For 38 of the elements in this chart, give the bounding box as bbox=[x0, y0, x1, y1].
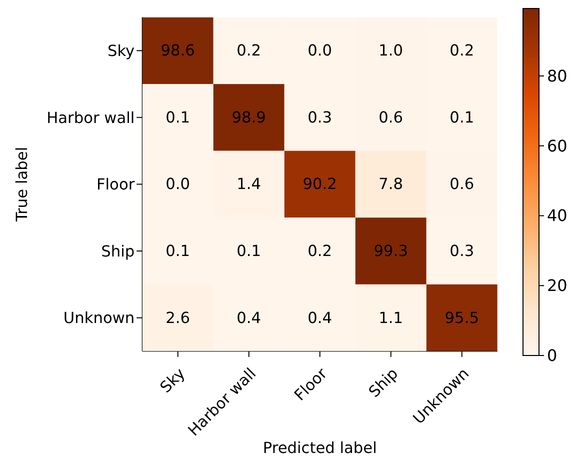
data-label: 1.4 bbox=[236, 175, 262, 194]
data-label: 98.6 bbox=[160, 42, 195, 60]
data-label: 0.0 bbox=[308, 42, 332, 60]
data-label: 99.3 bbox=[374, 242, 408, 260]
data-label: 0.1 bbox=[166, 108, 190, 126]
data-label: 7.8 bbox=[378, 175, 404, 194]
y-tick-label: Harbor wall bbox=[46, 108, 135, 127]
data-label: 0.2 bbox=[308, 242, 332, 260]
color-bar-label: 80 bbox=[547, 66, 568, 86]
data-label: 0.3 bbox=[308, 108, 332, 126]
data-label: 0.4 bbox=[236, 308, 262, 327]
color-bar-label: 0 bbox=[547, 346, 558, 365]
y-tick-label: Floor bbox=[96, 176, 136, 194]
data-label: 0.6 bbox=[378, 108, 404, 126]
data-label: 0.1 bbox=[166, 242, 190, 260]
y-tick-label: Unknown bbox=[63, 309, 135, 328]
data-label: 0.1 bbox=[450, 108, 474, 126]
data-label: 95.5 bbox=[444, 308, 479, 327]
data-label: 0.0 bbox=[166, 175, 190, 194]
data-label: 2.6 bbox=[166, 308, 190, 327]
color-bar-label: 20 bbox=[547, 276, 568, 296]
y-tick-label: Sky bbox=[107, 42, 135, 60]
y-axis-title: True label bbox=[12, 146, 31, 223]
data-label: 0.2 bbox=[450, 42, 474, 60]
data-label: 0.3 bbox=[450, 242, 474, 260]
data-label: 0.2 bbox=[236, 42, 262, 60]
y-tick-label: Ship bbox=[101, 242, 135, 260]
data-label: 0.6 bbox=[450, 175, 474, 194]
data-label: 98.9 bbox=[232, 108, 266, 126]
data-label: 0.1 bbox=[236, 242, 262, 260]
data-label: 90.2 bbox=[302, 175, 337, 194]
color-bar-label: 60 bbox=[547, 136, 568, 156]
color-bar-label: 40 bbox=[547, 206, 568, 226]
data-label: 1.0 bbox=[378, 42, 404, 60]
x-axis-title: Predicted label bbox=[262, 438, 377, 457]
data-label: 1.1 bbox=[378, 308, 404, 327]
x-tick-label: Sky bbox=[156, 364, 189, 397]
data-label: 0.4 bbox=[308, 308, 332, 327]
